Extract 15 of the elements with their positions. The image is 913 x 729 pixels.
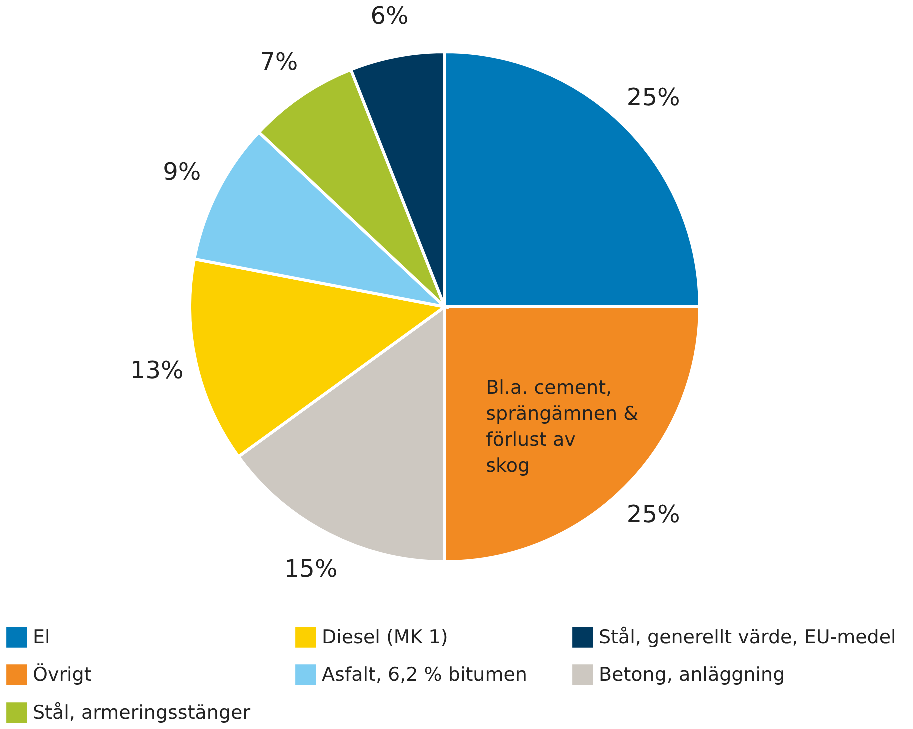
legend-label: Asfalt, 6,2 % bitumen (322, 664, 528, 686)
text: Bl.a. cement, sprängämnen & förlust av skog (486, 377, 638, 478)
legend-label: Stål, armeringsstänger (33, 702, 251, 724)
legend-label: Diesel (MK 1) (322, 626, 448, 648)
data-label: 15% (284, 554, 338, 583)
data-label: 25% (626, 83, 680, 112)
legend-label: Stål, generellt värde, EU-medel (599, 626, 896, 648)
legend-label: Betong, anläggning (599, 664, 786, 686)
legend-label: El (33, 626, 50, 648)
data-label: 13% (130, 356, 184, 384)
legend-label: Övrigt (33, 663, 92, 686)
data-label: 25% (626, 500, 680, 529)
data-label: 9% (163, 158, 202, 186)
data-label: 7% (260, 48, 298, 76)
data-label: 6% (370, 2, 409, 30)
